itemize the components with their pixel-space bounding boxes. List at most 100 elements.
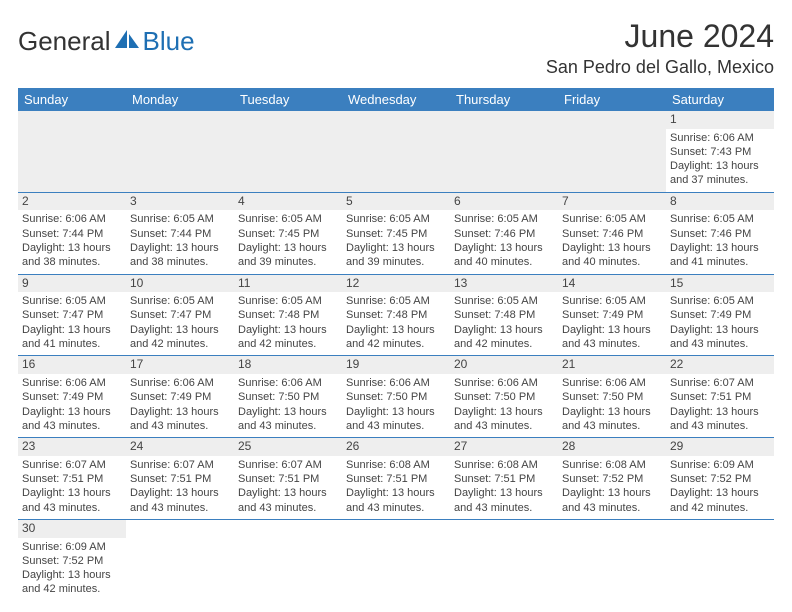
calendar-cell: 29Sunrise: 6:09 AMSunset: 7:52 PMDayligh… — [666, 438, 774, 520]
day-info-line: Sunset: 7:50 PM — [238, 390, 338, 404]
day-info-line: and 40 minutes. — [454, 255, 554, 269]
calendar-cell: 15Sunrise: 6:05 AMSunset: 7:49 PMDayligh… — [666, 274, 774, 356]
calendar-table: Sunday Monday Tuesday Wednesday Thursday… — [18, 88, 774, 601]
day-info-line: Sunrise: 6:08 AM — [454, 458, 554, 472]
day-info-line: Sunrise: 6:05 AM — [670, 294, 770, 308]
calendar-cell — [558, 519, 666, 600]
calendar-cell: 27Sunrise: 6:08 AMSunset: 7:51 PMDayligh… — [450, 438, 558, 520]
day-info-line: and 43 minutes. — [238, 501, 338, 515]
day-info-line: and 43 minutes. — [670, 337, 770, 351]
day-info-line: Sunset: 7:51 PM — [238, 472, 338, 486]
sail-icon — [113, 26, 141, 57]
day-info-line: Sunrise: 6:07 AM — [238, 458, 338, 472]
day-info-line: Sunset: 7:50 PM — [454, 390, 554, 404]
day-info-line: and 40 minutes. — [562, 255, 662, 269]
logo-text-general: General — [18, 26, 111, 57]
day-number: 30 — [18, 520, 126, 538]
calendar-cell: 13Sunrise: 6:05 AMSunset: 7:48 PMDayligh… — [450, 274, 558, 356]
calendar-row: 1Sunrise: 6:06 AMSunset: 7:43 PMDaylight… — [18, 111, 774, 192]
day-number: 17 — [126, 356, 234, 374]
day-info-line: Daylight: 13 hours — [670, 323, 770, 337]
day-info-line: Sunset: 7:48 PM — [346, 308, 446, 322]
day-info-line: and 39 minutes. — [346, 255, 446, 269]
day-info-line: and 43 minutes. — [346, 419, 446, 433]
day-info-line: Sunset: 7:43 PM — [670, 145, 770, 159]
calendar-body: 1Sunrise: 6:06 AMSunset: 7:43 PMDaylight… — [18, 111, 774, 601]
day-info-line: Sunrise: 6:07 AM — [130, 458, 230, 472]
day-info-line: Sunset: 7:48 PM — [238, 308, 338, 322]
day-info-line: Daylight: 13 hours — [562, 405, 662, 419]
day-info-line: Daylight: 13 hours — [670, 159, 770, 173]
day-info-line: Daylight: 13 hours — [238, 405, 338, 419]
day-info-line: and 43 minutes. — [562, 337, 662, 351]
day-info-line: and 43 minutes. — [130, 419, 230, 433]
day-info-line: Daylight: 13 hours — [130, 486, 230, 500]
day-info-line: Sunrise: 6:06 AM — [670, 131, 770, 145]
day-info-line: Sunset: 7:52 PM — [22, 554, 122, 568]
calendar-cell: 23Sunrise: 6:07 AMSunset: 7:51 PMDayligh… — [18, 438, 126, 520]
weekday-header: Monday — [126, 88, 234, 111]
day-info-line: Daylight: 13 hours — [346, 486, 446, 500]
calendar-cell: 24Sunrise: 6:07 AMSunset: 7:51 PMDayligh… — [126, 438, 234, 520]
calendar-cell — [18, 111, 126, 192]
day-info-line: Sunrise: 6:09 AM — [22, 540, 122, 554]
calendar-cell: 30Sunrise: 6:09 AMSunset: 7:52 PMDayligh… — [18, 519, 126, 600]
calendar-cell: 9Sunrise: 6:05 AMSunset: 7:47 PMDaylight… — [18, 274, 126, 356]
calendar-cell: 18Sunrise: 6:06 AMSunset: 7:50 PMDayligh… — [234, 356, 342, 438]
calendar-row: 9Sunrise: 6:05 AMSunset: 7:47 PMDaylight… — [18, 274, 774, 356]
day-info-line: and 37 minutes. — [670, 173, 770, 187]
day-info-line: and 43 minutes. — [562, 419, 662, 433]
calendar-cell — [450, 111, 558, 192]
day-info-line: Sunrise: 6:05 AM — [454, 212, 554, 226]
day-number: 8 — [666, 193, 774, 211]
day-info-line: Daylight: 13 hours — [130, 323, 230, 337]
day-info-line: Daylight: 13 hours — [562, 323, 662, 337]
day-info-line: Daylight: 13 hours — [454, 405, 554, 419]
calendar-cell: 14Sunrise: 6:05 AMSunset: 7:49 PMDayligh… — [558, 274, 666, 356]
day-info-line: and 42 minutes. — [454, 337, 554, 351]
day-number: 16 — [18, 356, 126, 374]
day-info-line: Daylight: 13 hours — [670, 405, 770, 419]
calendar-cell: 11Sunrise: 6:05 AMSunset: 7:48 PMDayligh… — [234, 274, 342, 356]
logo-text-blue: Blue — [143, 26, 195, 57]
day-info-line: Daylight: 13 hours — [454, 323, 554, 337]
day-info-line: Sunset: 7:51 PM — [670, 390, 770, 404]
day-info-line: Sunrise: 6:05 AM — [22, 294, 122, 308]
day-info-line: and 39 minutes. — [238, 255, 338, 269]
day-info-line: Daylight: 13 hours — [346, 405, 446, 419]
day-info-line: and 42 minutes. — [130, 337, 230, 351]
day-info-line: Sunset: 7:49 PM — [562, 308, 662, 322]
day-info-line: Daylight: 13 hours — [562, 486, 662, 500]
day-info-line: Daylight: 13 hours — [22, 241, 122, 255]
calendar-cell: 21Sunrise: 6:06 AMSunset: 7:50 PMDayligh… — [558, 356, 666, 438]
calendar-row: 30Sunrise: 6:09 AMSunset: 7:52 PMDayligh… — [18, 519, 774, 600]
day-info-line: Daylight: 13 hours — [346, 241, 446, 255]
day-info-line: and 43 minutes. — [670, 419, 770, 433]
day-info-line: and 43 minutes. — [346, 501, 446, 515]
calendar-row: 2Sunrise: 6:06 AMSunset: 7:44 PMDaylight… — [18, 192, 774, 274]
day-info-line: Sunrise: 6:05 AM — [562, 212, 662, 226]
day-info-line: and 43 minutes. — [130, 501, 230, 515]
day-number: 29 — [666, 438, 774, 456]
day-number: 5 — [342, 193, 450, 211]
day-info-line: and 42 minutes. — [238, 337, 338, 351]
day-number: 24 — [126, 438, 234, 456]
weekday-header: Tuesday — [234, 88, 342, 111]
calendar-cell: 16Sunrise: 6:06 AMSunset: 7:49 PMDayligh… — [18, 356, 126, 438]
day-info-line: Sunrise: 6:06 AM — [454, 376, 554, 390]
calendar-cell — [558, 111, 666, 192]
day-info-line: Sunset: 7:49 PM — [130, 390, 230, 404]
day-info-line: Sunrise: 6:05 AM — [454, 294, 554, 308]
day-number: 21 — [558, 356, 666, 374]
calendar-cell: 3Sunrise: 6:05 AMSunset: 7:44 PMDaylight… — [126, 192, 234, 274]
day-info-line: Sunset: 7:47 PM — [130, 308, 230, 322]
day-number: 3 — [126, 193, 234, 211]
weekday-header: Sunday — [18, 88, 126, 111]
day-info-line: Daylight: 13 hours — [238, 323, 338, 337]
calendar-cell: 17Sunrise: 6:06 AMSunset: 7:49 PMDayligh… — [126, 356, 234, 438]
day-info-line: Sunrise: 6:09 AM — [670, 458, 770, 472]
day-info-line: Daylight: 13 hours — [22, 323, 122, 337]
calendar-cell — [342, 111, 450, 192]
month-title: June 2024 — [546, 18, 774, 55]
day-number: 7 — [558, 193, 666, 211]
